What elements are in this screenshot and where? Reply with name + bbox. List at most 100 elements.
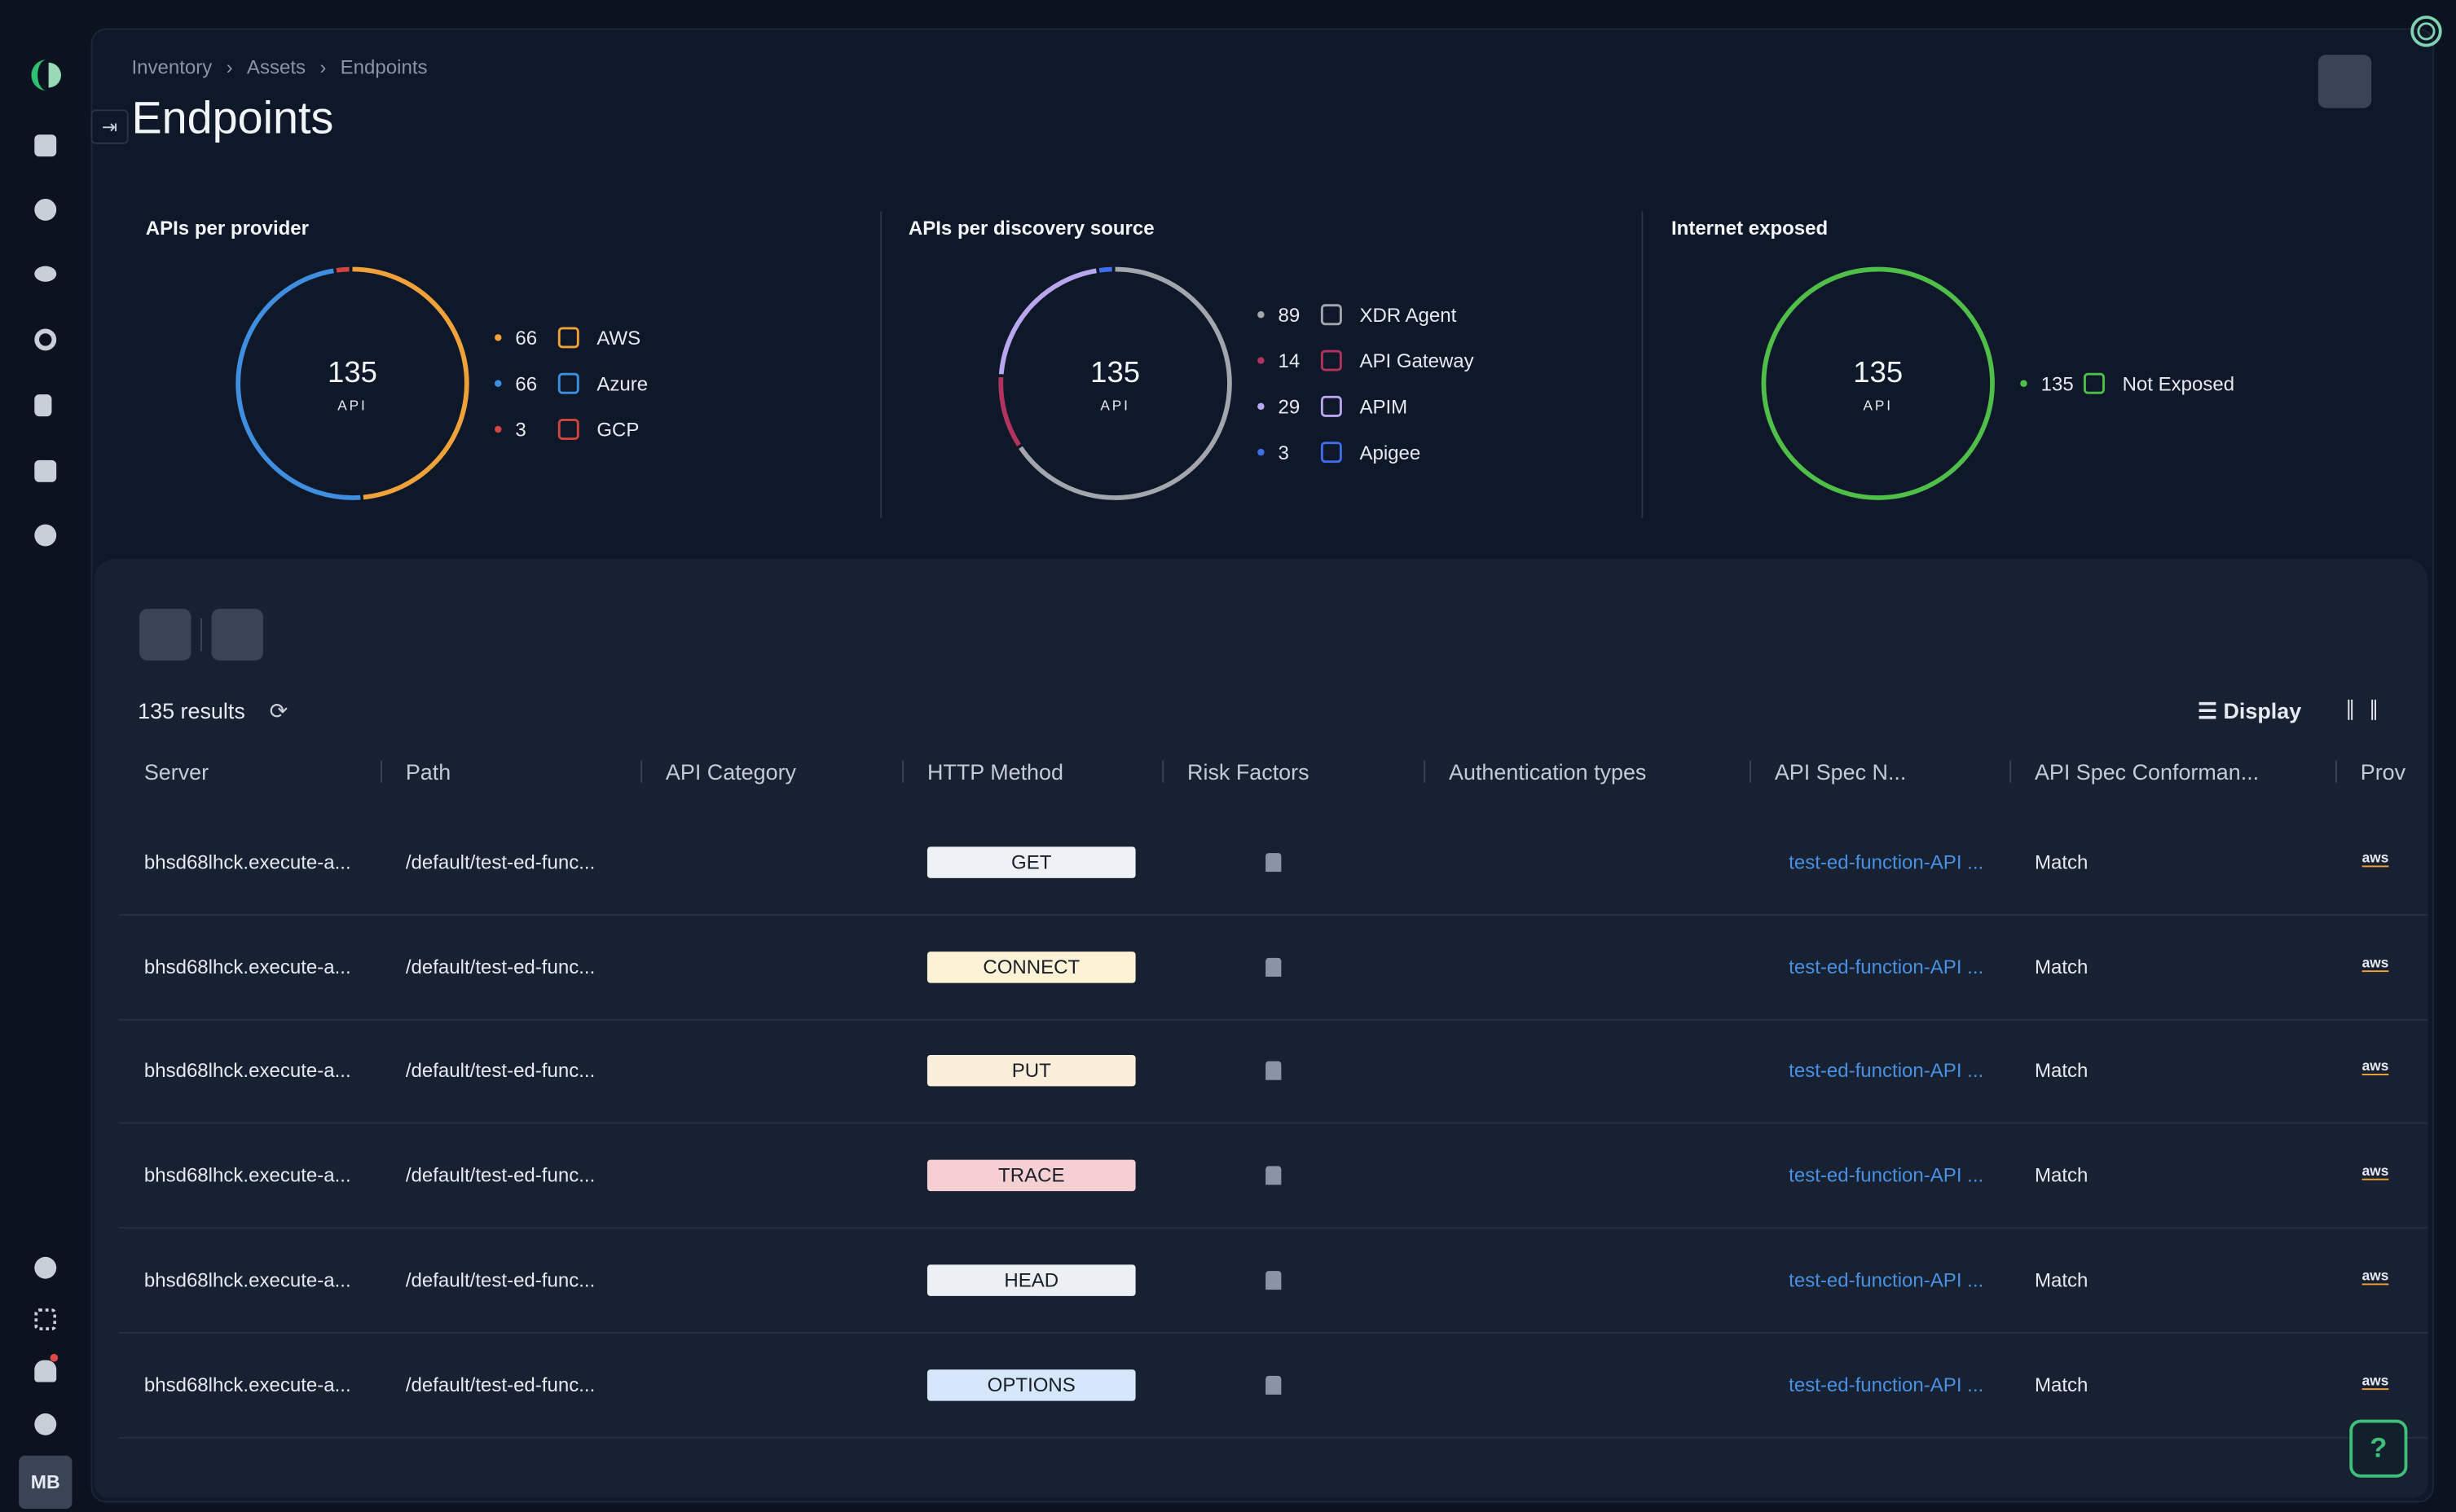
help-icon[interactable] [34,1413,57,1435]
legend-icon [1320,304,1342,326]
nav-icon[interactable] [34,266,57,282]
spec-link[interactable]: test-ed-function-API ... [1789,956,1984,978]
results-count: 135 results [138,697,245,723]
legend-value: 66 [515,327,537,349]
column-header: Risk Factors [1187,758,1309,785]
risk-icon [1265,1270,1282,1290]
more-button[interactable] [211,609,263,661]
status-icon [2410,15,2442,47]
legend-value: 135 [2041,373,2074,395]
collapse-button[interactable]: ⇥ [90,109,129,144]
server-cell: bhsd68lhck.execute-a... [143,1060,351,1083]
legend-icon [1320,395,1342,417]
legend-name: GCP [596,420,639,442]
legend-dot [1257,357,1265,364]
donut-segment [998,266,1232,500]
row-separator [119,914,2428,916]
legend-icon [1320,349,1342,371]
nav-icon[interactable] [34,199,57,221]
settings-icon[interactable] [34,1256,57,1279]
column-header: Server [143,758,209,785]
refresh-button[interactable]: ⟳ [269,697,288,723]
notification-dot [50,1353,59,1362]
breadcrumb-item[interactable]: Endpoints [340,56,428,79]
notifications-icon[interactable] [34,1360,57,1382]
conformance-cell: Match [2034,1268,2088,1291]
method-badge: PUT [927,1055,1136,1088]
column-header: API Spec N... [1774,758,1907,785]
provider-cell: aws [2361,954,2389,972]
breadcrumb: Inventory › Assets › Endpoints [131,56,427,78]
method-badge: HEAD [927,1264,1136,1296]
legend-dot [495,334,502,341]
column-separator [2335,760,2337,783]
spec-link[interactable]: test-ed-function-API ... [1789,851,1984,874]
legend-value: 3 [515,420,526,442]
legend-name: XDR Agent [1359,305,1456,327]
divider [880,211,882,518]
nav-icon[interactable] [34,459,57,482]
breadcrumb-sep: › [226,56,233,79]
logo[interactable] [29,56,63,94]
legend-name: Azure [596,373,648,395]
legend-value: 29 [1279,397,1301,419]
filter-button[interactable] [139,609,191,661]
apps-icon[interactable] [34,1308,57,1331]
risk-icon [1265,957,1282,977]
spec-link[interactable]: test-ed-function-API ... [1789,1268,1984,1291]
user-avatar[interactable]: MB [19,1455,73,1510]
server-cell: bhsd68lhck.execute-a... [143,956,351,978]
column-separator [1424,760,1426,783]
legend-dot [495,380,502,387]
legend-value: 66 [515,373,537,395]
path-cell: /default/test-ed-func... [405,1060,596,1083]
column-separator [902,760,904,783]
legend-dot [1257,311,1265,319]
provider-cell: aws [2361,1163,2389,1180]
legend-icon [557,419,579,440]
legend-icon [1320,442,1342,464]
hide-charts-button[interactable] [2317,55,2372,108]
breadcrumb-item[interactable]: Inventory [131,56,213,79]
divider [200,618,202,652]
table-panel [94,558,2428,1498]
path-cell: /default/test-ed-func... [405,1268,596,1291]
column-separator [381,760,383,783]
charts: APIs per provider 66 AWS 66 Azure 3 GCP 135 API A… [146,218,2235,500]
legend-dot [495,425,502,433]
provider-cell: aws [2361,1058,2389,1076]
donut-unit: API [337,397,368,413]
nav-icon[interactable] [34,134,57,157]
provider-cell: aws [2361,850,2389,868]
conformance-cell: Match [2034,1060,2088,1083]
row-separator [119,1018,2428,1021]
server-cell: bhsd68lhck.execute-a... [143,1268,351,1291]
donut-segment [235,266,469,500]
conformance-cell: Match [2034,1164,2088,1187]
column-header: Prov [2360,758,2406,785]
columns-button[interactable] [2348,699,2376,720]
legend-name: Not Exposed [2123,373,2235,395]
spec-link[interactable]: test-ed-function-API ... [1789,1164,1984,1187]
donut-total: 135 [328,355,377,389]
path-cell: /default/test-ed-func... [405,1373,596,1396]
spec-link[interactable]: test-ed-function-API ... [1789,1373,1984,1396]
nav-icon[interactable] [34,524,57,547]
nav-icon[interactable] [34,328,57,351]
donut-total: 135 [1853,355,1903,389]
breadcrumb-item[interactable]: Assets [246,56,306,79]
conformance-cell: Match [2034,1373,2088,1396]
method-badge: GET [927,846,1136,878]
nav-icon[interactable] [34,394,52,417]
spec-link[interactable]: test-ed-function-API ... [1789,1060,1984,1083]
donut-segment [1761,266,1995,500]
display-button[interactable]: ☰ Display [2197,697,2302,723]
legend-name: Apigee [1359,442,1420,464]
widget-title: APIs per provider [146,218,309,240]
donut-segment [235,266,469,500]
path-cell: /default/test-ed-func... [405,1164,596,1187]
risk-icon [1265,1061,1282,1081]
breadcrumb-sep: › [319,56,327,79]
help-button[interactable]: ? [2349,1419,2408,1478]
